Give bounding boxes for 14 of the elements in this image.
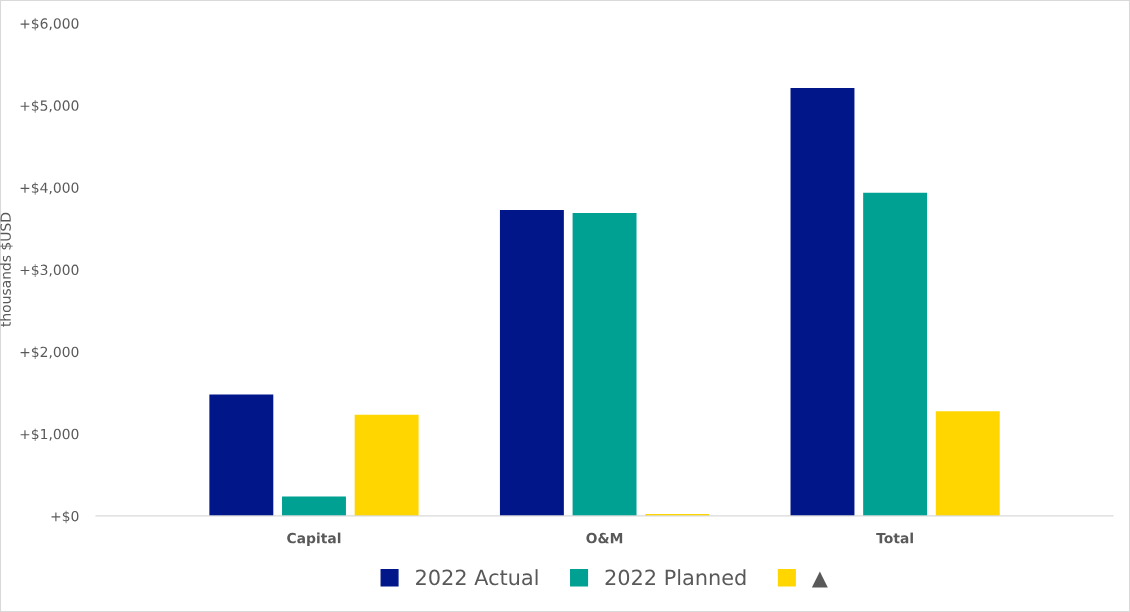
legend-label: 2022 Actual	[416, 569, 538, 586]
y-tick-label: +$1,000	[20, 428, 79, 442]
y-axis-title: thousands $USD	[0, 212, 13, 327]
y-tick-label: +$6,000	[20, 17, 79, 31]
y-tick-label: +$3,000	[20, 264, 79, 277]
x-tick-label: Capital	[287, 532, 341, 547]
x-tick-label: Total	[876, 532, 913, 544]
y-tick-label: +$2,000	[20, 346, 79, 360]
y-tick-label: +$0	[51, 510, 79, 524]
x-tick-label: O&M	[586, 532, 623, 544]
y-tick-label: +$5,000	[20, 100, 79, 113]
legend-label: 2022 Planned	[605, 569, 746, 586]
legend-label: ▲	[811, 571, 828, 588]
y-tick-label: +$4,000	[20, 182, 79, 195]
